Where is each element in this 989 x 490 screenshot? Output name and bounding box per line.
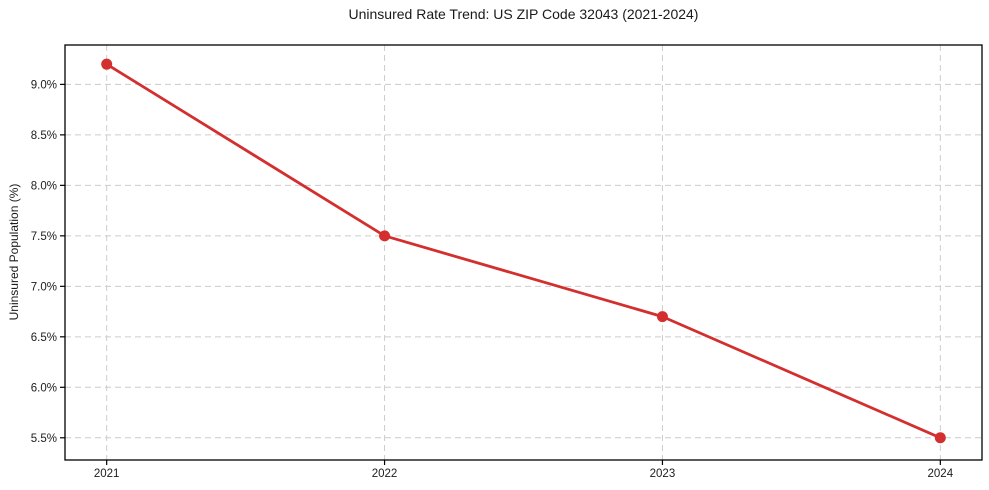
x-tick-label: 2021 bbox=[94, 468, 120, 480]
x-tick-label: 2023 bbox=[650, 468, 676, 480]
plot-border bbox=[64, 44, 983, 461]
y-tick-label: 8.5% bbox=[31, 130, 57, 142]
data-point-2021 bbox=[101, 58, 113, 70]
trend-line bbox=[105, 62, 942, 440]
data-point-2023 bbox=[656, 311, 668, 323]
y-tick-label: 8.0% bbox=[31, 180, 57, 192]
y-tick-label: 6.0% bbox=[31, 382, 57, 394]
data-point-2024 bbox=[934, 432, 946, 444]
y-tick-label: 9.0% bbox=[31, 79, 57, 91]
y-tick-label: 6.5% bbox=[31, 332, 57, 344]
y-tick-label: 5.5% bbox=[31, 433, 57, 445]
data-point-2022 bbox=[379, 230, 391, 242]
y-tick-label: 7.5% bbox=[31, 231, 57, 243]
chart-title: Uninsured Rate Trend: US ZIP Code 32043 … bbox=[348, 6, 699, 22]
y-tick-label: 7.0% bbox=[31, 281, 57, 293]
x-tick-label: 2022 bbox=[372, 468, 398, 480]
x-tick-label: 2024 bbox=[928, 468, 954, 480]
